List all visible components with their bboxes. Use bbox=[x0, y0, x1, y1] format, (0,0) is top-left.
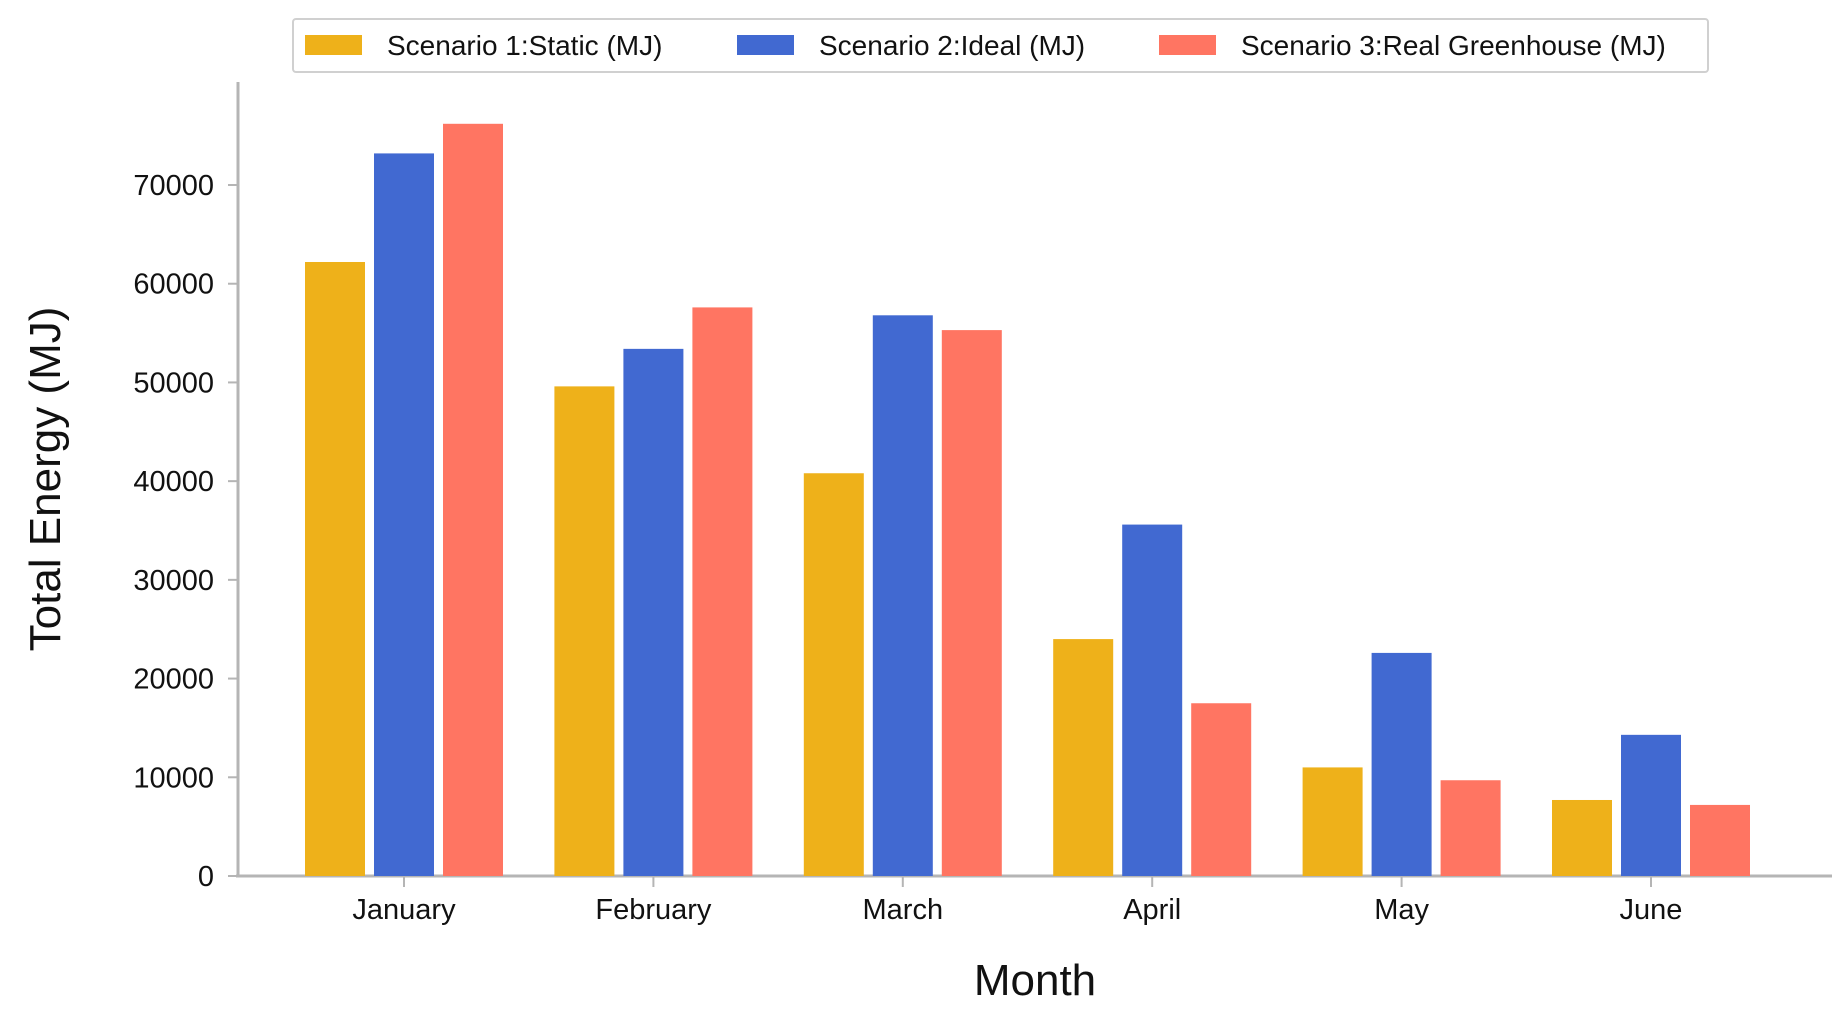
bar-january-series-3 bbox=[443, 123, 503, 877]
x-tick-label-february: February bbox=[595, 894, 712, 926]
y-ticks: 0 10000 20000 30000 40000 50000 60000 70000 bbox=[133, 170, 238, 893]
bar-march-series-3 bbox=[941, 330, 1002, 876]
bar-february-series-3 bbox=[692, 307, 753, 876]
y-tick-label: 20000 bbox=[133, 664, 214, 696]
x-ticks: January February March April May June bbox=[352, 876, 1682, 926]
y-tick-label: 60000 bbox=[133, 269, 214, 301]
bar-may-series-1 bbox=[1302, 767, 1363, 876]
bar-february-series-2 bbox=[623, 348, 684, 876]
bar-april-series-1 bbox=[1053, 639, 1114, 876]
bar-may-series-3 bbox=[1440, 780, 1501, 876]
bar-april-series-3 bbox=[1191, 703, 1252, 876]
legend-label-series-1: Scenario 1:Static (MJ) bbox=[387, 30, 662, 61]
y-tick-label: 10000 bbox=[133, 762, 214, 794]
x-tick-label-june: June bbox=[1620, 894, 1683, 926]
bar-june-series-2 bbox=[1621, 734, 1681, 876]
y-tick-label: 50000 bbox=[133, 367, 214, 399]
y-tick-label: 0 bbox=[198, 861, 214, 893]
y-axis-title: Total Energy (MJ) bbox=[21, 307, 70, 652]
x-tick-label-may: May bbox=[1374, 894, 1429, 926]
legend: Scenario 1:Static (MJ) Scenario 2:Ideal (… bbox=[292, 18, 1709, 73]
x-tick-label-march: March bbox=[863, 894, 944, 926]
legend-label-series-3: Scenario 3:Real Greenhouse (MJ) bbox=[1241, 30, 1666, 61]
bar-may-series-2 bbox=[1371, 652, 1432, 876]
bar-february-series-1 bbox=[554, 386, 615, 876]
legend-label-series-2: Scenario 2:Ideal (MJ) bbox=[819, 30, 1085, 61]
bar-june-series-1 bbox=[1552, 799, 1612, 876]
bars bbox=[305, 123, 1750, 877]
bar-march-series-2 bbox=[872, 315, 933, 876]
legend-swatch-series-1 bbox=[305, 35, 362, 55]
x-tick-label-april: April bbox=[1123, 894, 1181, 926]
bar-january-series-1 bbox=[305, 261, 365, 876]
y-tick-label: 40000 bbox=[133, 466, 214, 498]
y-tick-label: 70000 bbox=[133, 170, 214, 202]
y-tick-label: 30000 bbox=[133, 565, 214, 597]
legend-swatch-series-2 bbox=[737, 35, 794, 55]
x-axis-title: Month bbox=[974, 956, 1096, 1005]
legend-frame bbox=[292, 18, 1709, 73]
x-tick-label-january: January bbox=[352, 894, 456, 926]
bar-march-series-1 bbox=[803, 473, 864, 876]
bar-january-series-2 bbox=[374, 153, 434, 876]
bar-april-series-2 bbox=[1122, 524, 1183, 876]
bar-june-series-3 bbox=[1690, 804, 1750, 876]
legend-swatch-series-3 bbox=[1159, 35, 1216, 55]
